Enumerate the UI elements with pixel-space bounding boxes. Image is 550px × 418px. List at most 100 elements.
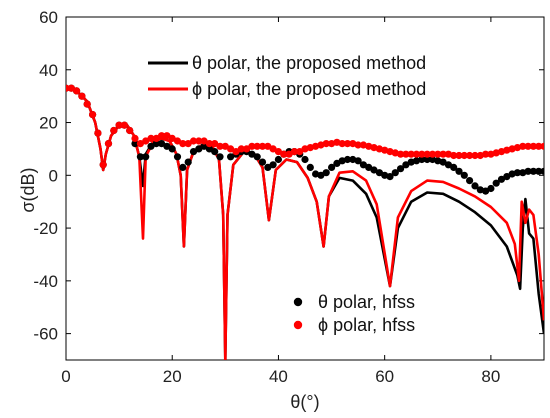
data-point-polar-hfss bbox=[535, 142, 543, 150]
data-point-polar-hfss bbox=[152, 140, 160, 148]
data-point-polar-hfss bbox=[99, 161, 107, 169]
data-point-polar-hfss bbox=[524, 142, 532, 150]
data-point-polar-hfss bbox=[386, 173, 394, 181]
data-point-polar-hfss bbox=[83, 100, 91, 108]
data-point-polar-hfss bbox=[439, 158, 447, 166]
legend-top: θ polar, the proposed method ϕ polar, th… bbox=[148, 53, 426, 99]
data-point-polar-hfss bbox=[290, 148, 298, 156]
data-point-polar-hfss bbox=[402, 161, 410, 169]
y-tick-label: -20 bbox=[33, 219, 58, 238]
data-point-polar-hfss bbox=[370, 166, 378, 174]
data-point-polar-hfss bbox=[418, 155, 426, 164]
y-axis-label: σ(dB) bbox=[18, 167, 38, 212]
x-axis-label: θ(°) bbox=[290, 392, 319, 412]
data-point-polar-hfss bbox=[184, 158, 192, 166]
data-point-polar-hfss bbox=[158, 132, 166, 140]
data-point-polar-hfss bbox=[301, 155, 309, 164]
x-tick-label: 40 bbox=[269, 367, 288, 386]
data-point-polar-hfss bbox=[253, 142, 261, 150]
x-axis-ticks: 0 20 40 60 80 bbox=[61, 17, 500, 386]
data-point-polar-hfss bbox=[460, 171, 468, 179]
data-point-polar-hfss bbox=[142, 153, 150, 161]
data-point-polar-hfss bbox=[211, 148, 219, 156]
legend-label-phi-method: ϕ polar, the proposed method bbox=[192, 79, 426, 99]
data-point-polar-hfss bbox=[306, 163, 314, 171]
data-point-polar-hfss bbox=[487, 184, 495, 193]
data-point-polar-hfss bbox=[492, 179, 500, 187]
x-tick-label: 20 bbox=[163, 367, 182, 386]
data-point-polar-hfss bbox=[322, 169, 330, 177]
data-point-polar-hfss bbox=[370, 144, 378, 152]
data-point-polar-hfss bbox=[258, 142, 267, 150]
data-point-polar-hfss bbox=[354, 157, 362, 165]
data-point-polar-hfss bbox=[322, 140, 330, 148]
legend-marker-phi-hfss bbox=[293, 320, 303, 330]
data-point-polar-hfss bbox=[482, 150, 490, 158]
data-point-polar-hfss bbox=[328, 163, 336, 171]
data-point-polar-hfss bbox=[497, 175, 506, 183]
data-point-polar-hfss bbox=[418, 150, 426, 158]
data-point-polar-hfss bbox=[460, 151, 468, 160]
data-point-polar-hfss bbox=[158, 140, 166, 148]
data-point-polar-hfss bbox=[407, 150, 415, 158]
legend-marker-theta-hfss bbox=[293, 297, 303, 307]
data-point-polar-hfss bbox=[540, 142, 544, 150]
data-point-polar-hfss bbox=[227, 145, 235, 153]
data-point-polar-hfss bbox=[216, 142, 224, 150]
data-point-polar-hfss bbox=[205, 145, 213, 153]
data-point-polar-hfss bbox=[115, 121, 123, 129]
data-point-polar-hfss bbox=[391, 169, 399, 177]
x-tick-label: 60 bbox=[375, 367, 394, 386]
legend-label-theta-hfss: θ polar, hfss bbox=[318, 292, 415, 312]
data-point-polar-hfss bbox=[296, 148, 304, 156]
data-point-polar-hfss bbox=[147, 134, 155, 142]
data-point-polar-hfss bbox=[253, 153, 261, 161]
data-point-polar-hfss bbox=[179, 163, 187, 171]
legend-bottom: θ polar, hfss ϕ polar, hfss bbox=[293, 292, 415, 335]
data-point-polar-hfss bbox=[131, 140, 139, 148]
data-point-polar-hfss bbox=[471, 182, 479, 190]
data-point-polar-hfss bbox=[423, 150, 431, 158]
data-point-polar-hfss bbox=[195, 137, 203, 145]
data-point-polar-hfss bbox=[343, 140, 352, 148]
data-point-polar-hfss bbox=[173, 153, 182, 161]
y-tick-label: 0 bbox=[49, 166, 58, 185]
y-axis-ticks: 60 40 20 0 -20 -40 -60 bbox=[33, 8, 544, 344]
data-point-polar-hfss bbox=[354, 141, 362, 149]
data-point-polar-hfss bbox=[519, 142, 527, 150]
data-point-polar-hfss bbox=[216, 153, 224, 161]
data-point-polar-hfss bbox=[120, 121, 128, 129]
data-point-polar-hfss bbox=[466, 151, 474, 160]
y-tick-label: 60 bbox=[39, 8, 58, 27]
data-point-polar-hfss bbox=[163, 132, 171, 140]
data-point-polar-hfss bbox=[529, 142, 538, 150]
y-tick-label: 40 bbox=[39, 61, 58, 80]
data-point-polar-hfss bbox=[471, 151, 479, 160]
data-point-polar-hfss bbox=[126, 126, 134, 135]
data-point-polar-hfss bbox=[211, 140, 219, 148]
data-point-polar-hfss bbox=[450, 163, 458, 171]
data-point-polar-hfss bbox=[434, 150, 442, 158]
data-point-polar-hfss bbox=[455, 167, 463, 175]
data-point-polar-hfss bbox=[232, 148, 240, 156]
data-point-polar-hfss bbox=[402, 150, 410, 158]
legend-label-theta-method: θ polar, the proposed method bbox=[192, 53, 426, 73]
data-point-polar-hfss bbox=[269, 161, 277, 169]
data-point-polar-hfss bbox=[152, 134, 160, 142]
y-tick-label: -60 bbox=[33, 325, 58, 344]
data-point-polar-hfss bbox=[513, 144, 522, 152]
data-point-polar-hfss bbox=[258, 158, 267, 166]
data-point-polar-hfss bbox=[466, 177, 474, 185]
series-layer bbox=[66, 84, 544, 360]
x-tick-label: 0 bbox=[61, 367, 70, 386]
data-point-polar-hfss bbox=[110, 126, 118, 135]
data-point-polar-hfss bbox=[439, 150, 447, 158]
data-point-polar-hfss bbox=[529, 167, 538, 175]
data-point-polar-hfss bbox=[397, 150, 405, 158]
data-point-polar-hfss bbox=[428, 150, 437, 158]
data-point-polar-hfss bbox=[540, 167, 544, 175]
data-point-polar-hfss bbox=[131, 134, 139, 142]
y-tick-label: -40 bbox=[33, 272, 58, 291]
data-point-polar-hfss bbox=[274, 148, 282, 156]
data-point-polar-hfss bbox=[338, 140, 346, 148]
